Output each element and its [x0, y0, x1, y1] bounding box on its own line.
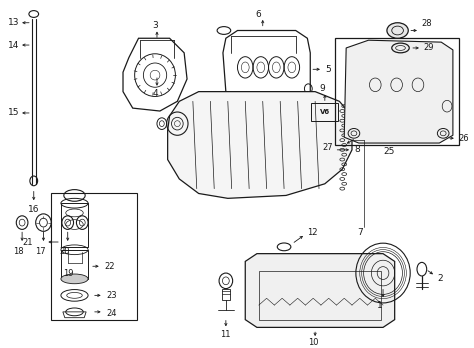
Text: 2: 2 — [438, 274, 443, 283]
Text: 9: 9 — [319, 84, 325, 93]
Text: 24: 24 — [107, 309, 117, 318]
Ellipse shape — [387, 23, 408, 38]
Text: 4: 4 — [152, 89, 158, 98]
Ellipse shape — [61, 274, 88, 284]
Text: 8: 8 — [354, 145, 360, 154]
Text: 27: 27 — [323, 143, 334, 152]
Bar — [51, 193, 137, 319]
Text: 22: 22 — [105, 262, 115, 271]
Bar — [311, 103, 338, 121]
Bar — [259, 271, 381, 319]
Text: 10: 10 — [308, 338, 319, 347]
Bar — [61, 203, 88, 247]
Text: 11: 11 — [220, 330, 230, 339]
Text: 6: 6 — [255, 9, 261, 18]
Text: 29: 29 — [424, 44, 434, 53]
Text: 17: 17 — [35, 247, 46, 256]
Text: 15: 15 — [8, 109, 19, 118]
Polygon shape — [245, 254, 395, 327]
Text: 7: 7 — [357, 228, 363, 237]
Text: 20: 20 — [59, 247, 70, 256]
Bar — [61, 250, 88, 279]
Text: 26: 26 — [459, 134, 469, 143]
Text: 18: 18 — [13, 247, 24, 256]
Text: 25: 25 — [383, 147, 394, 156]
Text: 16: 16 — [28, 205, 39, 214]
Text: 5: 5 — [325, 65, 330, 74]
Text: 19: 19 — [63, 269, 73, 278]
Text: 1: 1 — [377, 301, 383, 310]
Text: 23: 23 — [107, 291, 117, 300]
Polygon shape — [344, 40, 453, 143]
Text: 14: 14 — [8, 41, 19, 49]
Text: 13: 13 — [8, 18, 19, 27]
Polygon shape — [168, 92, 352, 198]
Text: V6: V6 — [320, 109, 330, 115]
Bar — [335, 38, 459, 145]
Text: 3: 3 — [152, 21, 158, 30]
Bar — [222, 288, 230, 300]
Text: 21: 21 — [22, 237, 33, 246]
Text: 12: 12 — [307, 228, 318, 237]
Text: 28: 28 — [422, 19, 432, 28]
